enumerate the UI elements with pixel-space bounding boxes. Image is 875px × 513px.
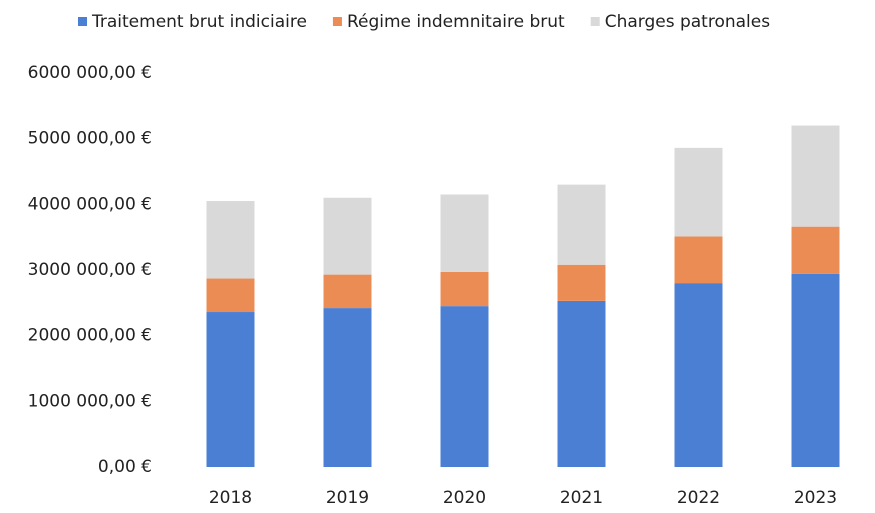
bar-segment bbox=[674, 236, 723, 284]
bar-segment bbox=[791, 125, 840, 227]
bar-segment bbox=[674, 283, 723, 467]
legend-label: Régime indemnitaire brut bbox=[347, 12, 565, 32]
legend-label: Traitement brut indiciaire bbox=[91, 12, 307, 32]
y-tick-label: 0,00 € bbox=[98, 457, 152, 477]
bar-segment bbox=[206, 312, 255, 467]
y-tick-label: 2000 000,00 € bbox=[28, 326, 152, 346]
bar-segment bbox=[674, 147, 723, 237]
bar-segment bbox=[557, 264, 606, 301]
bar-segment bbox=[440, 194, 489, 272]
bar-segment bbox=[557, 184, 606, 265]
y-tick-label: 1000 000,00 € bbox=[28, 391, 152, 411]
bar-segment bbox=[323, 274, 372, 309]
bar-segment bbox=[323, 197, 372, 275]
bar-segment bbox=[206, 278, 255, 313]
bar-segment bbox=[791, 226, 840, 274]
x-tick-label: 2023 bbox=[794, 488, 837, 508]
x-tick-label: 2022 bbox=[677, 488, 720, 508]
bar-segment bbox=[206, 201, 255, 279]
legend-swatch bbox=[78, 17, 87, 26]
legend-swatch bbox=[590, 17, 600, 26]
x-tick-label: 2020 bbox=[443, 488, 486, 508]
y-tick-label: 5000 000,00 € bbox=[28, 129, 152, 149]
bar-segment bbox=[323, 308, 372, 467]
y-tick-label: 6000 000,00 € bbox=[28, 63, 152, 83]
x-tick-label: 2019 bbox=[326, 488, 369, 508]
bar-segment bbox=[791, 273, 840, 467]
bar-segment bbox=[440, 306, 489, 467]
y-tick-label: 3000 000,00 € bbox=[28, 260, 152, 280]
x-tick-label: 2018 bbox=[209, 488, 252, 508]
bar-segment bbox=[557, 300, 606, 467]
bar-segment bbox=[440, 271, 489, 307]
y-tick-label: 4000 000,00 € bbox=[28, 194, 152, 214]
legend-label: Charges patronales bbox=[605, 12, 771, 32]
x-tick-label: 2021 bbox=[560, 488, 603, 508]
legend-swatch bbox=[332, 17, 342, 26]
